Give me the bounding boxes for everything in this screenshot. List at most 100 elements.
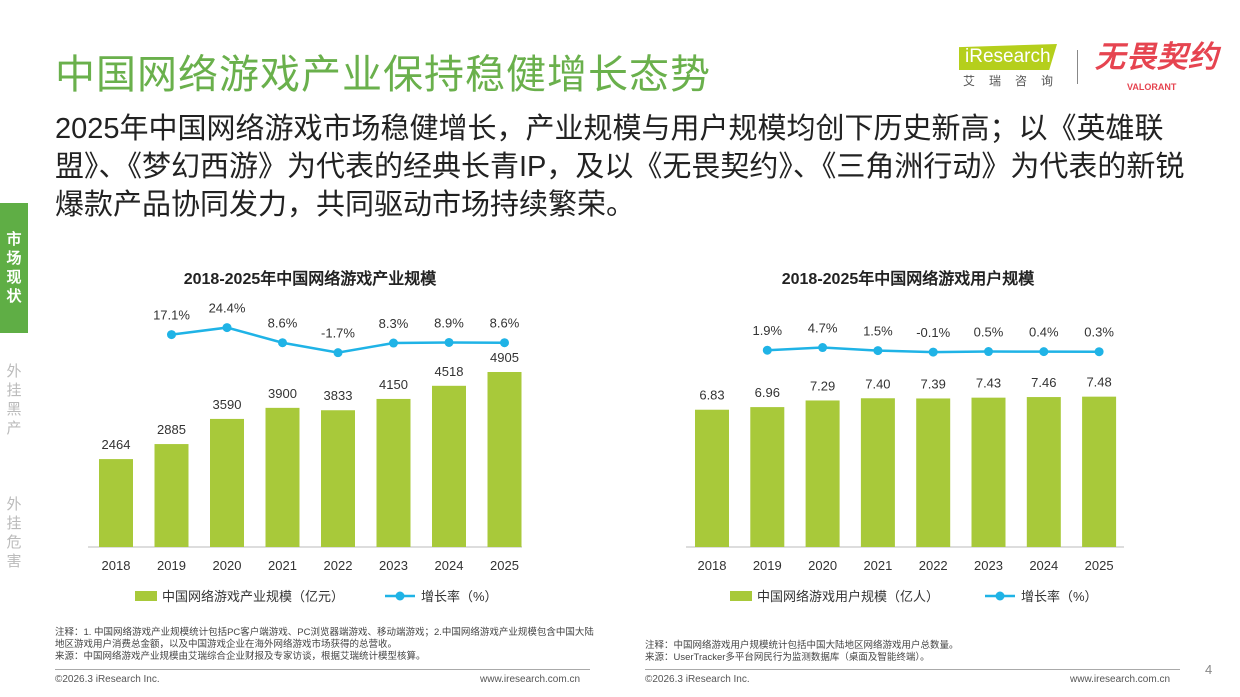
bar (916, 398, 951, 547)
right-note-annotation: 注释：中国网络游戏用户规模统计包括中国大陆地区网络游戏用户总数量。 (645, 640, 959, 651)
bar (432, 385, 466, 547)
bar-label: 3833 (324, 388, 353, 403)
x-tick-label: 2020 (808, 558, 837, 573)
iresearch-logo: iResearch (959, 44, 1057, 70)
x-tick-label: 2020 (213, 558, 242, 573)
left-note-source: 来源：中国网络游戏产业规模由艾瑞综合企业财报及专家访谈，根据艾瑞统计模型核算。 (55, 651, 426, 662)
x-tick-label: 2018 (698, 558, 727, 573)
sidebar-item-cheat-harm[interactable]: 外挂危害 (6, 496, 22, 570)
growth-label: 0.4% (1029, 325, 1059, 340)
sidebar-item-cheat-industry[interactable]: 外挂黑产 (6, 363, 22, 437)
bar-label: 7.48 (1086, 375, 1111, 390)
bar (210, 418, 244, 547)
page-subtitle: 2025年中国网络游戏市场稳健增长，产业规模与用户规模均创下历史新高；以《英雄联… (55, 113, 1185, 221)
growth-label: 8.3% (379, 316, 409, 331)
x-tick-label: 2025 (490, 558, 519, 573)
bar (1026, 397, 1061, 547)
x-tick-label: 2021 (863, 558, 892, 573)
growth-label: 4.7% (808, 321, 838, 336)
growth-point (500, 338, 509, 348)
growth-label: 0.5% (974, 325, 1004, 340)
growth-label: 8.6% (490, 316, 520, 331)
x-tick-label: 2024 (1029, 558, 1058, 573)
growth-label: 24.4% (209, 301, 246, 316)
divider (55, 669, 590, 670)
iresearch-cn-logo: 艾瑞咨询 (963, 74, 1068, 88)
x-tick-label: 2023 (379, 558, 408, 573)
bar (805, 400, 840, 547)
bar (265, 407, 300, 547)
url-right[interactable]: www.iresearch.com.cn (1070, 674, 1171, 685)
x-tick-label: 2022 (324, 558, 353, 573)
x-tick-label: 2019 (157, 558, 186, 573)
bar-label: 7.40 (865, 376, 890, 391)
growth-point (984, 347, 993, 357)
growth-point (222, 323, 232, 333)
url-left[interactable]: www.iresearch.com.cn (480, 674, 581, 685)
growth-label: -0.1% (916, 325, 950, 340)
x-tick-label: 2018 (102, 558, 131, 573)
legend-line-marker (395, 591, 405, 601)
x-tick-label: 2019 (753, 558, 782, 573)
x-tick-label: 2023 (974, 558, 1003, 573)
growth-point (389, 338, 398, 348)
bar-label: 7.39 (921, 376, 946, 391)
growth-point (873, 346, 883, 356)
legend-bar-swatch (730, 591, 752, 601)
logo-divider (1077, 50, 1078, 84)
bar-label: 7.46 (1031, 375, 1056, 390)
logo: iResearch 艾瑞咨询 无畏契约 VALORANT (955, 40, 1240, 96)
legend-bar-swatch (135, 591, 157, 601)
sidebar-item-market[interactable]: 市场现状 (0, 203, 28, 333)
growth-point (818, 343, 828, 353)
copyright-right: ©2026.3 iResearch Inc. (645, 674, 750, 685)
bar-label: 4905 (490, 350, 519, 365)
growth-label: 8.9% (434, 315, 464, 330)
growth-label: 17.1% (153, 308, 190, 323)
growth-point (1039, 347, 1049, 357)
left-note-annotation: 注释：1. 中国网络游戏产业规模统计包括PC客户端游戏、PC浏览器端游戏、移动端… (55, 627, 594, 650)
growth-label: -1.7% (321, 326, 355, 341)
bar-label: 4150 (379, 377, 408, 392)
legend-bar-label: 中国网络游戏产业规模（亿元） (162, 589, 344, 604)
bar (971, 397, 1006, 547)
growth-point (167, 330, 176, 340)
chart-title: 2018-2025年中国网络游戏产业规模 (184, 269, 438, 288)
bar (376, 398, 411, 547)
legend-line-marker (995, 591, 1005, 601)
bar (1082, 396, 1117, 547)
copyright-left: ©2026.3 iResearch Inc. (55, 674, 160, 685)
chart-title: 2018-2025年中国网络游戏用户规模 (782, 269, 1036, 288)
growth-point (278, 338, 287, 348)
right-note: 注释：中国网络游戏用户规模统计包括中国大陆地区网络游戏用户总数量。 来源：Use… (645, 640, 1185, 664)
bar-label: 6.96 (755, 385, 780, 400)
growth-point (333, 348, 343, 358)
growth-label: 0.3% (1084, 325, 1114, 340)
legend-line-label: 增长率（%） (1021, 589, 1098, 604)
valorant-logo: VALORANT (1127, 82, 1177, 92)
growth-point (928, 347, 938, 357)
bar (860, 398, 895, 547)
bar-label: 6.83 (699, 388, 724, 403)
bar-label: 3590 (213, 397, 242, 412)
growth-label: 8.6% (268, 316, 298, 331)
bar (695, 409, 729, 547)
bar (154, 444, 189, 547)
bar-label: 4518 (435, 364, 464, 379)
x-tick-label: 2024 (435, 558, 464, 573)
bar-label: 7.29 (810, 378, 835, 393)
bar (321, 410, 355, 547)
bar (99, 459, 133, 547)
x-tick-label: 2022 (919, 558, 948, 573)
valorant-cn-logo: 无畏契约 (1095, 41, 1219, 74)
page-number: 4 (1205, 662, 1213, 677)
x-tick-label: 2025 (1085, 558, 1114, 573)
bar (487, 372, 522, 547)
bar-label: 3900 (268, 386, 297, 401)
page-title: 中国网络游戏产业保持稳健增长态势 (55, 53, 711, 97)
right-note-source: 来源：UserTracker多平台网民行为监测数据库（桌面及智能终端）。 (645, 652, 930, 663)
growth-label: 1.9% (752, 323, 782, 338)
bar-label: 7.43 (976, 376, 1001, 391)
growth-point (1094, 347, 1104, 357)
